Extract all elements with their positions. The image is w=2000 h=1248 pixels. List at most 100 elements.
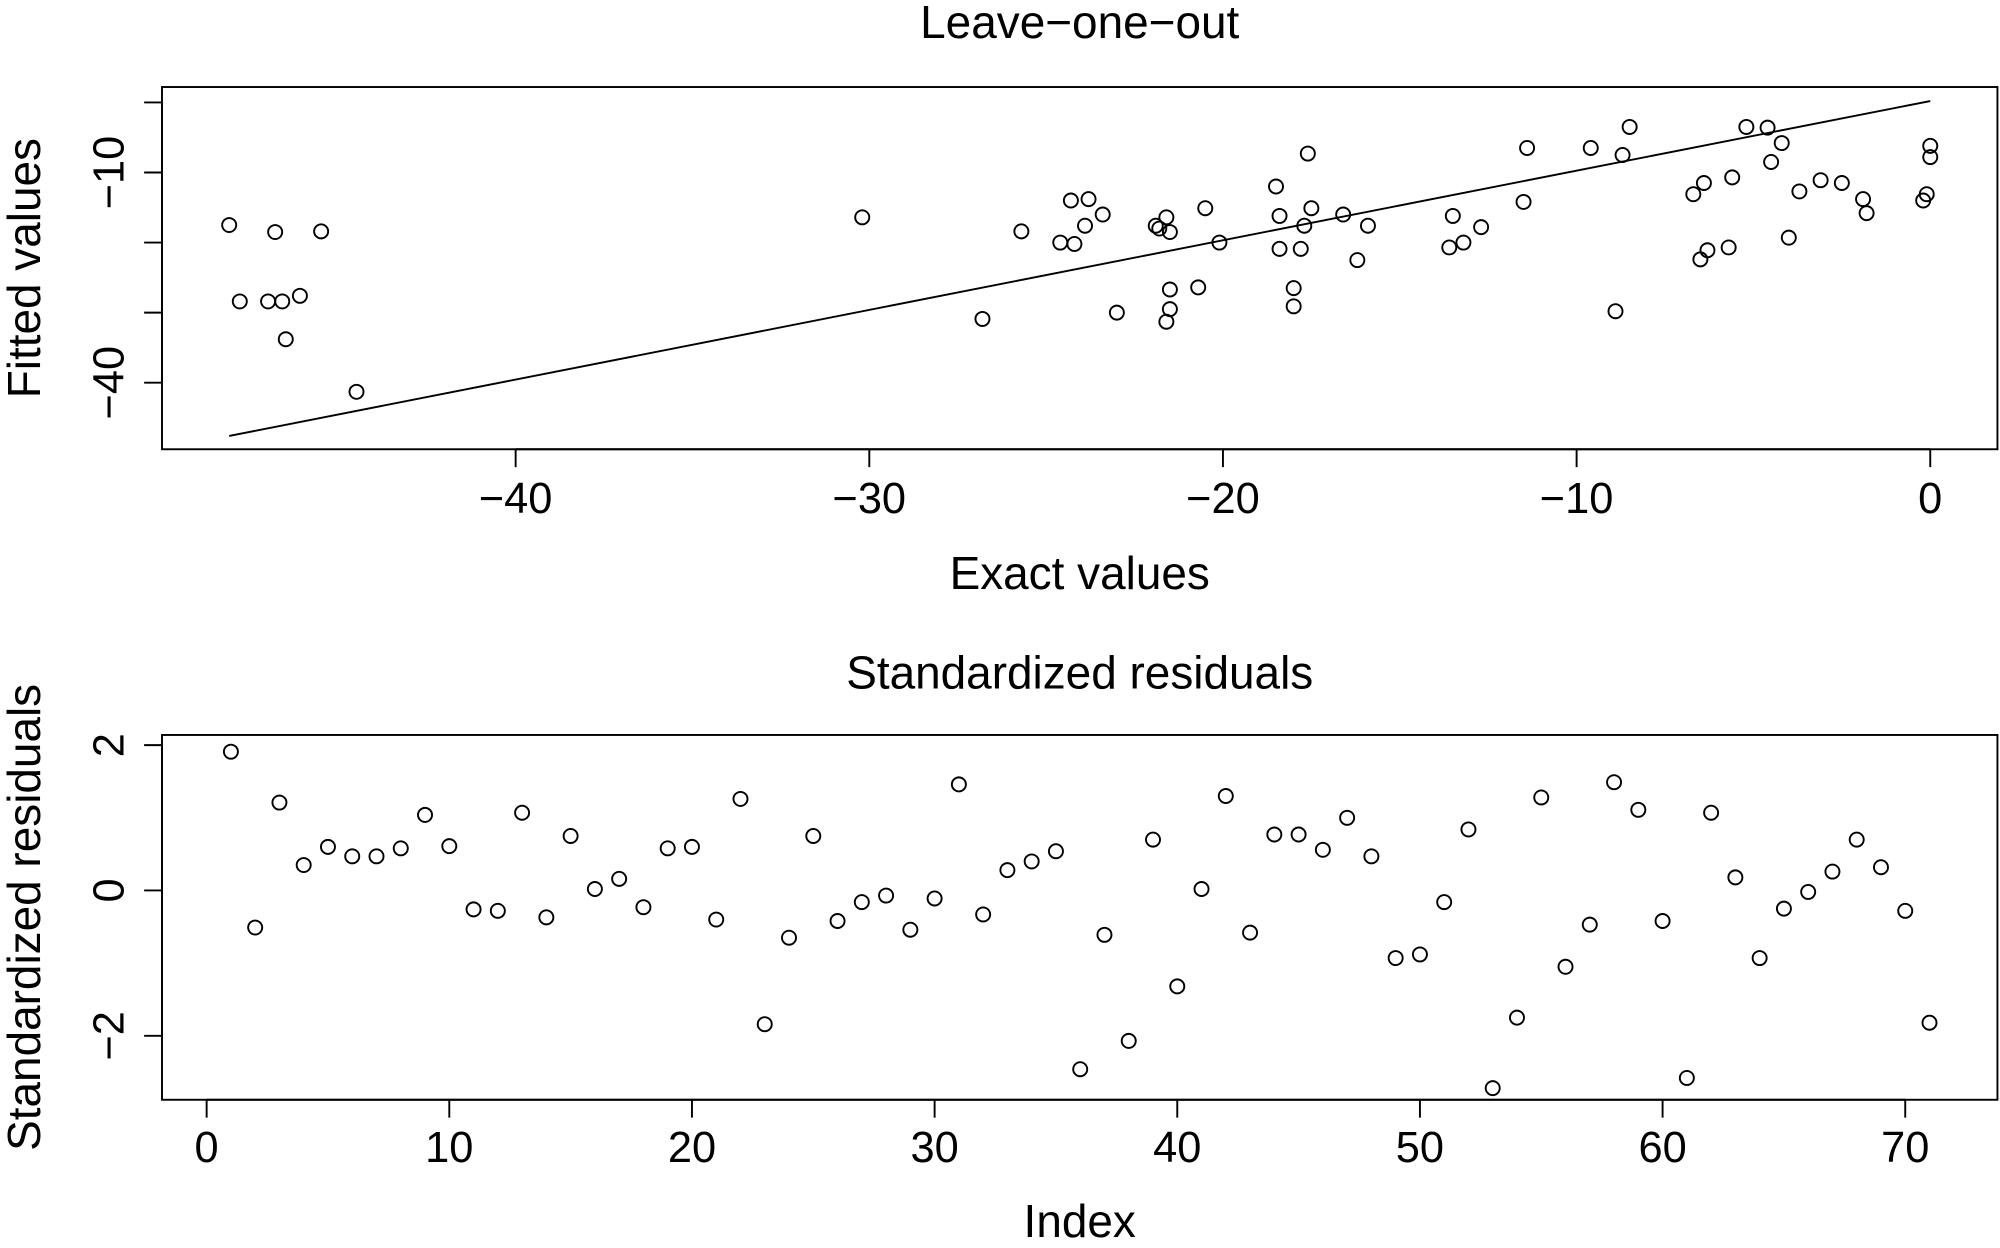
- point: [1197, 200, 1214, 217]
- point: [853, 894, 870, 911]
- point: [1858, 205, 1875, 222]
- point: [1145, 831, 1161, 848]
- point: [514, 804, 531, 821]
- y-tick-label: −40: [86, 346, 134, 420]
- point: [1299, 145, 1316, 162]
- point: [1873, 859, 1889, 876]
- x-axis-label: Index: [1024, 1195, 1136, 1247]
- point: [1855, 191, 1872, 208]
- point: [1339, 809, 1356, 826]
- point: [1509, 1009, 1525, 1026]
- x-tick-label: 30: [910, 1124, 958, 1172]
- point: [1290, 826, 1307, 843]
- point: [1455, 234, 1472, 251]
- point: [1147, 217, 1164, 234]
- point: [1072, 1061, 1089, 1078]
- x-tick-label: 40: [1153, 1124, 1201, 1172]
- point: [260, 293, 277, 310]
- point: [1271, 207, 1288, 224]
- point: [1023, 853, 1040, 870]
- point: [319, 838, 336, 855]
- point: [1436, 894, 1453, 911]
- point: [1833, 175, 1850, 191]
- point: [247, 919, 264, 936]
- point: [1077, 217, 1093, 234]
- point: [611, 870, 628, 887]
- point: [1266, 826, 1283, 843]
- point: [1780, 229, 1797, 246]
- point: [1161, 281, 1178, 298]
- point: [1047, 843, 1064, 860]
- point: [1271, 240, 1288, 257]
- point: [1268, 178, 1284, 195]
- point: [1052, 234, 1069, 251]
- point: [1158, 313, 1175, 330]
- point: [1848, 831, 1865, 848]
- point: [441, 838, 458, 855]
- point: [1918, 186, 1935, 203]
- point: [274, 293, 291, 310]
- point: [1607, 303, 1624, 320]
- point: [1621, 118, 1638, 135]
- point: [1763, 154, 1780, 170]
- point: [417, 806, 434, 823]
- point: [1773, 135, 1790, 152]
- point: [1460, 821, 1477, 838]
- point: [1759, 119, 1776, 136]
- point: [1441, 239, 1458, 256]
- point: [271, 794, 288, 811]
- point: [1791, 183, 1808, 200]
- point: [295, 857, 312, 874]
- point: [313, 223, 330, 240]
- point: [902, 921, 919, 938]
- point: [465, 901, 482, 918]
- point: [854, 209, 871, 226]
- point: [1775, 900, 1792, 917]
- point: [1285, 280, 1302, 297]
- point: [1800, 883, 1817, 900]
- y-axis-label: Fitted values: [0, 138, 50, 398]
- point: [1211, 234, 1228, 251]
- point: [231, 293, 248, 310]
- point: [1314, 841, 1331, 858]
- point: [1533, 789, 1550, 806]
- point: [1606, 774, 1623, 791]
- point: [1685, 186, 1702, 203]
- y-tick-label: −10: [86, 136, 134, 210]
- x-axis-label: Exact values: [950, 547, 1210, 599]
- point: [538, 909, 555, 926]
- point: [1921, 1014, 1938, 1031]
- point: [1751, 950, 1768, 967]
- point: [1484, 1080, 1501, 1097]
- x-tick-label: 10: [425, 1124, 473, 1172]
- point: [562, 828, 579, 844]
- point: [1720, 239, 1737, 256]
- point: [1363, 848, 1380, 865]
- point: [683, 838, 700, 855]
- point: [291, 287, 308, 304]
- point: [1473, 219, 1490, 236]
- point: [1519, 139, 1536, 156]
- y-axis-label: Standardized residuals: [0, 684, 50, 1151]
- point: [1411, 946, 1428, 963]
- point: [732, 790, 749, 807]
- point: [829, 913, 846, 929]
- point: [267, 224, 284, 241]
- point: [1678, 1069, 1695, 1086]
- point: [1335, 206, 1352, 223]
- point: [1108, 304, 1125, 321]
- point: [1738, 118, 1755, 135]
- point: [926, 890, 943, 907]
- point: [1094, 206, 1111, 223]
- x-tick-label: −10: [1540, 475, 1614, 523]
- point: [1614, 147, 1631, 163]
- point: [1096, 926, 1113, 943]
- point: [221, 217, 238, 234]
- x-tick-label: 60: [1638, 1124, 1686, 1172]
- point: [805, 828, 822, 844]
- point: [1158, 209, 1175, 226]
- point: [1581, 916, 1598, 933]
- point: [1013, 223, 1030, 240]
- point: [222, 743, 239, 760]
- point: [1922, 137, 1939, 154]
